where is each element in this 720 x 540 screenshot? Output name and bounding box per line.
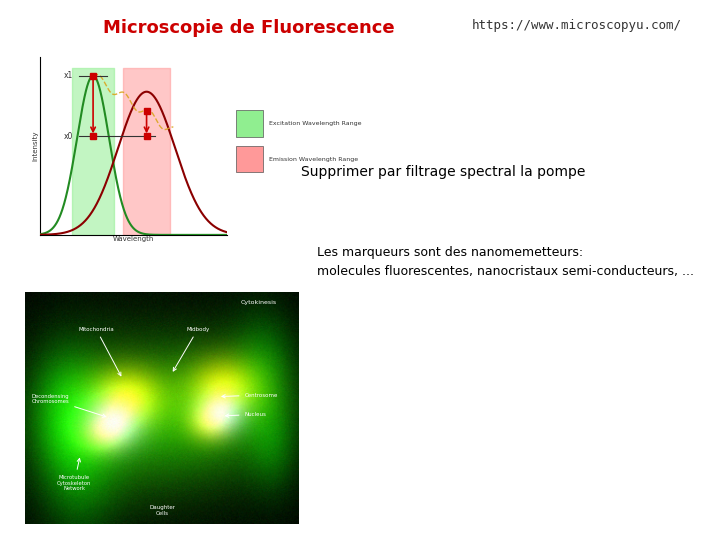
Text: Decondensing
Chromosomes: Decondensing Chromosomes <box>32 394 106 417</box>
Text: Nucleus: Nucleus <box>225 412 266 417</box>
Text: Emission Wavelength Range: Emission Wavelength Range <box>269 157 358 162</box>
FancyBboxPatch shape <box>236 146 264 172</box>
Text: Daughter
Cells: Daughter Cells <box>150 505 176 516</box>
Text: https://www.microscopyu.com/: https://www.microscopyu.com/ <box>472 19 682 32</box>
Text: Centrosome: Centrosome <box>222 393 278 398</box>
Text: Excitation Wavelength Range: Excitation Wavelength Range <box>269 122 361 126</box>
Text: Mitochondria: Mitochondria <box>78 327 121 376</box>
Text: x1: x1 <box>64 71 73 80</box>
Y-axis label: Intensity: Intensity <box>32 131 38 161</box>
Text: Microscopie de Fluorescence: Microscopie de Fluorescence <box>102 19 395 37</box>
FancyBboxPatch shape <box>236 110 264 137</box>
Text: Microtubule
Cytoskeleton
Network: Microtubule Cytoskeleton Network <box>57 458 91 491</box>
Text: Cytokinesis: Cytokinesis <box>241 300 277 305</box>
Text: Les marqueurs sont des nanomemetteurs:
molecules fluorescentes, nanocristaux sem: Les marqueurs sont des nanomemetteurs: m… <box>317 246 694 278</box>
X-axis label: Wavelength: Wavelength <box>112 237 154 242</box>
Text: Supprimer par filtrage spectral la pompe: Supprimer par filtrage spectral la pompe <box>301 165 585 179</box>
Text: Midbody: Midbody <box>174 327 210 371</box>
Text: x0: x0 <box>64 132 73 141</box>
